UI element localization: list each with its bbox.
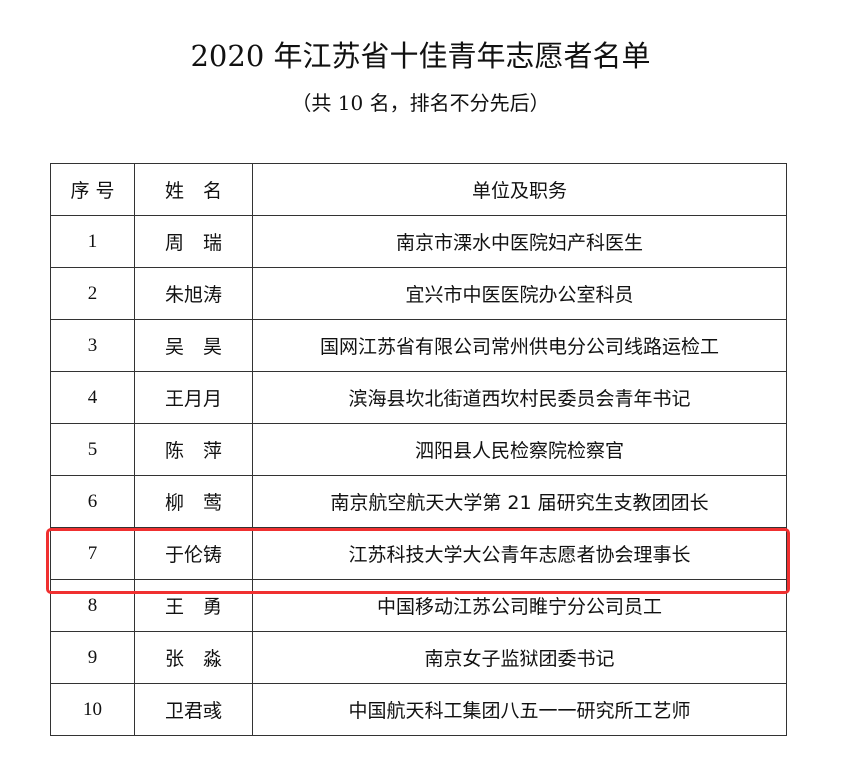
cell-position: 江苏科技大学大公青年志愿者协会理事长 [252,527,787,580]
cell-name: 吴 昊 [134,319,253,372]
table-header-row: 序 号 姓 名 单位及职务 [50,163,787,216]
cell-index: 4 [50,371,135,424]
cell-index: 3 [50,319,135,372]
cell-name: 陈 萍 [134,423,253,476]
cell-index: 2 [50,267,135,320]
cell-position: 中国移动江苏公司睢宁分公司员工 [252,579,787,632]
header-name: 姓 名 [134,163,253,216]
header-index: 序 号 [50,163,135,216]
table-row: 4 王月月 滨海县坎北街道西坎村民委员会青年书记 [50,371,787,424]
table-row-highlighted: 7 于伦铸 江苏科技大学大公青年志愿者协会理事长 [50,527,787,580]
cell-name: 于伦铸 [134,527,253,580]
cell-index: 1 [50,215,135,268]
cell-name: 王月月 [134,371,253,424]
cell-name: 卫君彧 [134,683,253,736]
cell-name: 王 勇 [134,579,253,632]
cell-position: 南京航空航天大学第 21 届研究生支教团团长 [252,475,787,528]
cell-position: 泗阳县人民检察院检察官 [252,423,787,476]
table-row: 2 朱旭涛 宜兴市中医医院办公室科员 [50,267,787,320]
cell-index: 5 [50,423,135,476]
table-row: 10 卫君彧 中国航天科工集团八五一一研究所工艺师 [50,683,787,736]
cell-position: 南京市溧水中医院妇产科医生 [252,215,787,268]
cell-name: 柳 莺 [134,475,253,528]
cell-position: 宜兴市中医医院办公室科员 [252,267,787,320]
cell-index: 8 [50,579,135,632]
cell-index: 6 [50,475,135,528]
cell-position: 中国航天科工集团八五一一研究所工艺师 [252,683,787,736]
cell-index: 7 [50,527,135,580]
header-position: 单位及职务 [252,163,787,216]
cell-position: 南京女子监狱团委书记 [252,631,787,684]
cell-position: 国网江苏省有限公司常州供电分公司线路运检工 [252,319,787,372]
document-title: 2020 年江苏省十佳青年志愿者名单 [190,39,651,73]
cell-index: 9 [50,631,135,684]
cell-name: 张 淼 [134,631,253,684]
cell-name: 朱旭涛 [134,267,253,320]
cell-index: 10 [50,683,135,736]
cell-name: 周 瑞 [134,215,253,268]
document-subtitle: （共 10 名，排名不分先后） [291,91,550,115]
cell-position: 滨海县坎北街道西坎村民委员会青年书记 [252,371,787,424]
